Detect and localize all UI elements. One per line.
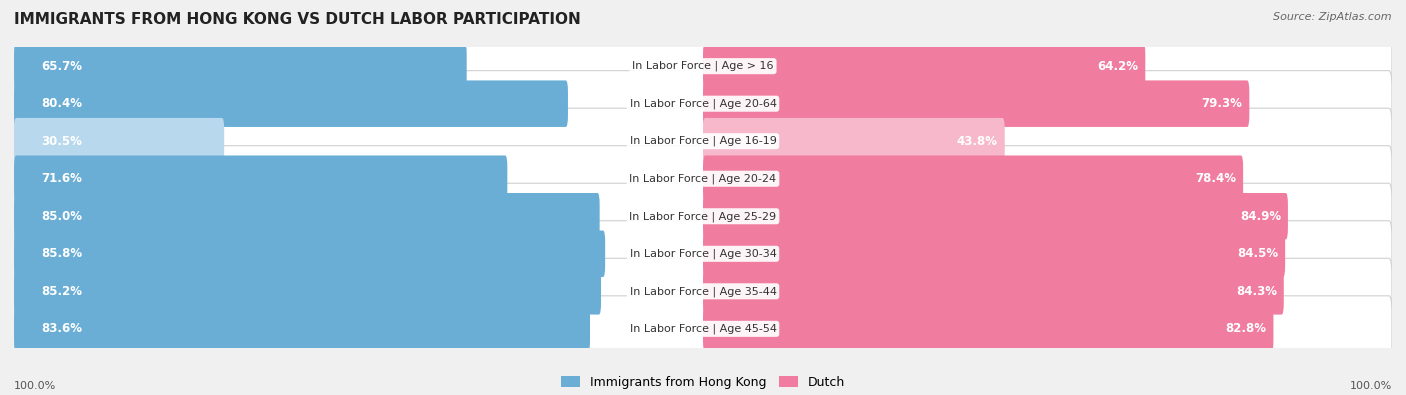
FancyBboxPatch shape [14, 231, 605, 277]
Text: In Labor Force | Age 45-54: In Labor Force | Age 45-54 [630, 324, 776, 334]
Text: In Labor Force | Age 30-34: In Labor Force | Age 30-34 [630, 248, 776, 259]
Text: 85.8%: 85.8% [42, 247, 83, 260]
FancyBboxPatch shape [14, 81, 568, 127]
FancyBboxPatch shape [703, 156, 1243, 202]
Text: 71.6%: 71.6% [42, 172, 83, 185]
Text: 100.0%: 100.0% [14, 381, 56, 391]
Text: 43.8%: 43.8% [957, 135, 998, 148]
FancyBboxPatch shape [14, 146, 1392, 212]
Text: In Labor Force | Age 16-19: In Labor Force | Age 16-19 [630, 136, 776, 147]
Text: 83.6%: 83.6% [42, 322, 83, 335]
FancyBboxPatch shape [14, 183, 1392, 249]
FancyBboxPatch shape [703, 231, 1285, 277]
FancyBboxPatch shape [14, 306, 591, 352]
Text: In Labor Force | Age 35-44: In Labor Force | Age 35-44 [630, 286, 776, 297]
Text: IMMIGRANTS FROM HONG KONG VS DUTCH LABOR PARTICIPATION: IMMIGRANTS FROM HONG KONG VS DUTCH LABOR… [14, 12, 581, 27]
Text: In Labor Force | Age > 16: In Labor Force | Age > 16 [633, 61, 773, 71]
Text: 78.4%: 78.4% [1195, 172, 1236, 185]
FancyBboxPatch shape [14, 33, 1392, 99]
FancyBboxPatch shape [703, 306, 1274, 352]
FancyBboxPatch shape [14, 118, 224, 164]
Text: 84.5%: 84.5% [1237, 247, 1278, 260]
Text: 84.3%: 84.3% [1236, 285, 1277, 298]
Legend: Immigrants from Hong Kong, Dutch: Immigrants from Hong Kong, Dutch [555, 370, 851, 395]
Text: Source: ZipAtlas.com: Source: ZipAtlas.com [1274, 12, 1392, 22]
FancyBboxPatch shape [14, 43, 467, 89]
FancyBboxPatch shape [703, 118, 1005, 164]
FancyBboxPatch shape [14, 258, 1392, 324]
Text: In Labor Force | Age 20-64: In Labor Force | Age 20-64 [630, 98, 776, 109]
FancyBboxPatch shape [14, 108, 1392, 174]
FancyBboxPatch shape [14, 221, 1392, 287]
FancyBboxPatch shape [14, 296, 1392, 362]
Text: 85.0%: 85.0% [42, 210, 83, 223]
FancyBboxPatch shape [703, 81, 1250, 127]
Text: 100.0%: 100.0% [1350, 381, 1392, 391]
Text: 65.7%: 65.7% [42, 60, 83, 73]
Text: 80.4%: 80.4% [42, 97, 83, 110]
FancyBboxPatch shape [14, 156, 508, 202]
FancyBboxPatch shape [14, 268, 600, 314]
Text: In Labor Force | Age 25-29: In Labor Force | Age 25-29 [630, 211, 776, 222]
FancyBboxPatch shape [703, 193, 1288, 239]
Text: 82.8%: 82.8% [1226, 322, 1267, 335]
FancyBboxPatch shape [14, 71, 1392, 137]
Text: In Labor Force | Age 20-24: In Labor Force | Age 20-24 [630, 173, 776, 184]
Text: 30.5%: 30.5% [42, 135, 83, 148]
FancyBboxPatch shape [703, 43, 1146, 89]
Text: 85.2%: 85.2% [42, 285, 83, 298]
Text: 64.2%: 64.2% [1098, 60, 1139, 73]
FancyBboxPatch shape [703, 268, 1284, 314]
FancyBboxPatch shape [14, 193, 599, 239]
Text: 84.9%: 84.9% [1240, 210, 1281, 223]
Text: 79.3%: 79.3% [1202, 97, 1243, 110]
